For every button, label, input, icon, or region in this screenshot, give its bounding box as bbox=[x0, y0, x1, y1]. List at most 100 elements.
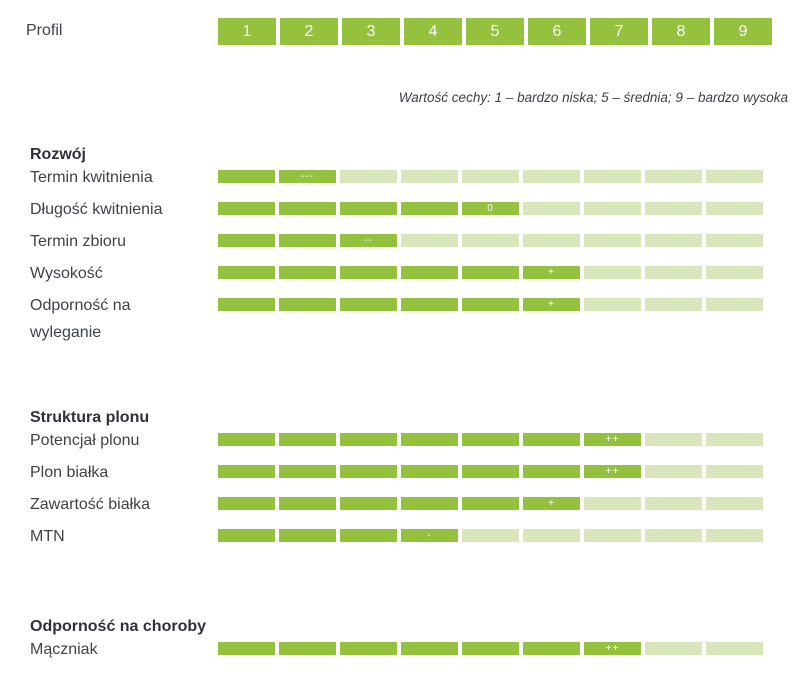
bar-segment-5-empty bbox=[462, 529, 519, 542]
bar-segment-9-empty bbox=[706, 202, 763, 215]
bar-segment-9-empty bbox=[706, 529, 763, 542]
trait-bar: --- bbox=[218, 170, 763, 183]
profile-header-label: Profil bbox=[26, 22, 63, 39]
bar-segment-6-empty bbox=[523, 234, 580, 247]
bar-segment-1-filled bbox=[218, 465, 275, 478]
trait-marker: + bbox=[548, 267, 555, 278]
bar-segment-8-empty bbox=[645, 202, 702, 215]
trait-marker: -- bbox=[364, 235, 373, 246]
bar-segment-8-empty bbox=[645, 266, 702, 279]
bar-segment-7-empty bbox=[584, 266, 641, 279]
trait-marker: ++ bbox=[605, 643, 620, 654]
bar-segment-1-filled bbox=[218, 529, 275, 542]
bar-segment-5-filled bbox=[462, 433, 519, 446]
bar-segment-1-filled bbox=[218, 497, 275, 510]
bar-segment-4-filled bbox=[401, 465, 458, 478]
trait-row: Długość kwitnienia 0 bbox=[30, 197, 763, 229]
bar-segment-2-filled bbox=[279, 202, 336, 215]
trait-bar: ++ bbox=[218, 642, 763, 655]
trait-row: Potencjał plonu ++ bbox=[30, 428, 763, 460]
bar-segment-6-filled: + bbox=[523, 497, 580, 510]
bar-segment-6-empty bbox=[523, 170, 580, 183]
trait-row: Wysokość + bbox=[30, 261, 763, 293]
bar-segment-3-empty bbox=[340, 170, 397, 183]
trait-marker: ++ bbox=[605, 466, 620, 477]
bar-segment-3-filled bbox=[340, 465, 397, 478]
bar-segment-4-filled bbox=[401, 497, 458, 510]
bar-segment-2-filled bbox=[279, 529, 336, 542]
trait-marker: + bbox=[548, 498, 555, 509]
bar-segment-5-filled bbox=[462, 266, 519, 279]
trait-bar: + bbox=[218, 266, 763, 279]
bar-segment-9-empty bbox=[706, 497, 763, 510]
scale-box-6: 6 bbox=[528, 18, 586, 45]
scale-box-4: 4 bbox=[404, 18, 462, 45]
trait-bar: - bbox=[218, 529, 763, 542]
trait-marker: - bbox=[427, 530, 432, 541]
trait-label: MTN bbox=[30, 528, 65, 545]
trait-label: Długość kwitnienia bbox=[30, 201, 163, 218]
bar-segment-9-empty bbox=[706, 298, 763, 311]
bar-segment-8-empty bbox=[645, 642, 702, 655]
bar-segment-7-filled: ++ bbox=[584, 465, 641, 478]
bar-segment-7-filled: ++ bbox=[584, 642, 641, 655]
bar-segment-5-empty bbox=[462, 234, 519, 247]
bar-segment-6-filled bbox=[523, 465, 580, 478]
scale-box-7: 7 bbox=[590, 18, 648, 45]
bar-segment-9-empty bbox=[706, 170, 763, 183]
bar-segment-4-empty bbox=[401, 170, 458, 183]
bar-segment-2-filled bbox=[279, 497, 336, 510]
bar-segment-7-empty bbox=[584, 529, 641, 542]
trait-label: Zawartość białka bbox=[30, 496, 151, 513]
scale-box-3: 3 bbox=[342, 18, 400, 45]
trait-marker: --- bbox=[301, 171, 314, 182]
bar-segment-3-filled bbox=[340, 298, 397, 311]
section-title: Rozwój bbox=[30, 146, 86, 163]
bar-segment-5-empty bbox=[462, 170, 519, 183]
trait-label: Termin zbioru bbox=[30, 233, 127, 250]
bar-segment-2-filled bbox=[279, 642, 336, 655]
bar-segment-1-filled bbox=[218, 170, 275, 183]
scale-legend-note: Wartość cechy: 1 – bardzo niska; 5 – śre… bbox=[398, 90, 788, 105]
bar-segment-3-filled bbox=[340, 642, 397, 655]
bar-segment-9-empty bbox=[706, 234, 763, 247]
bar-segment-2-filled bbox=[279, 433, 336, 446]
bar-segment-3-filled bbox=[340, 433, 397, 446]
bar-segment-7-empty bbox=[584, 497, 641, 510]
trait-bar: ++ bbox=[218, 433, 763, 446]
section-title: Struktura plonu bbox=[30, 409, 150, 426]
bar-segment-8-empty bbox=[645, 497, 702, 510]
bar-segment-1-filled bbox=[218, 642, 275, 655]
trait-row: Zawartość białka + bbox=[30, 492, 763, 524]
bar-segment-3-filled: -- bbox=[340, 234, 397, 247]
bar-segment-2-filled bbox=[279, 234, 336, 247]
bar-segment-2-filled bbox=[279, 465, 336, 478]
bar-segment-7-empty bbox=[584, 234, 641, 247]
bar-segment-5-filled bbox=[462, 497, 519, 510]
trait-label: Potencjał plonu bbox=[30, 432, 140, 449]
section-title: Odporność na choroby bbox=[30, 618, 207, 635]
bar-segment-8-empty bbox=[645, 298, 702, 311]
bar-segment-1-filled bbox=[218, 266, 275, 279]
profile-section-2: Struktura plonu Potencjał plonu ++ Plon bia… bbox=[30, 408, 763, 556]
bar-segment-6-filled: + bbox=[523, 298, 580, 311]
bar-segment-1-filled bbox=[218, 234, 275, 247]
bar-segment-2-filled: --- bbox=[279, 170, 336, 183]
trait-label: Mączniak bbox=[30, 641, 98, 658]
bar-segment-1-filled bbox=[218, 202, 275, 215]
bar-segment-8-empty bbox=[645, 170, 702, 183]
bar-segment-5-filled bbox=[462, 465, 519, 478]
bar-segment-4-filled: - bbox=[401, 529, 458, 542]
trait-label: Wysokość bbox=[30, 265, 103, 282]
bar-segment-7-filled: ++ bbox=[584, 433, 641, 446]
bar-segment-8-empty bbox=[645, 529, 702, 542]
profile-section-3: Odporność na choroby Mączniak ++ bbox=[30, 617, 763, 669]
trait-bar: + bbox=[218, 298, 763, 311]
trait-row: Termin kwitnienia --- bbox=[30, 165, 763, 197]
bar-segment-6-filled: + bbox=[523, 266, 580, 279]
bar-segment-4-filled bbox=[401, 642, 458, 655]
bar-segment-3-filled bbox=[340, 202, 397, 215]
bar-segment-9-empty bbox=[706, 433, 763, 446]
scale-box-2: 2 bbox=[280, 18, 338, 45]
